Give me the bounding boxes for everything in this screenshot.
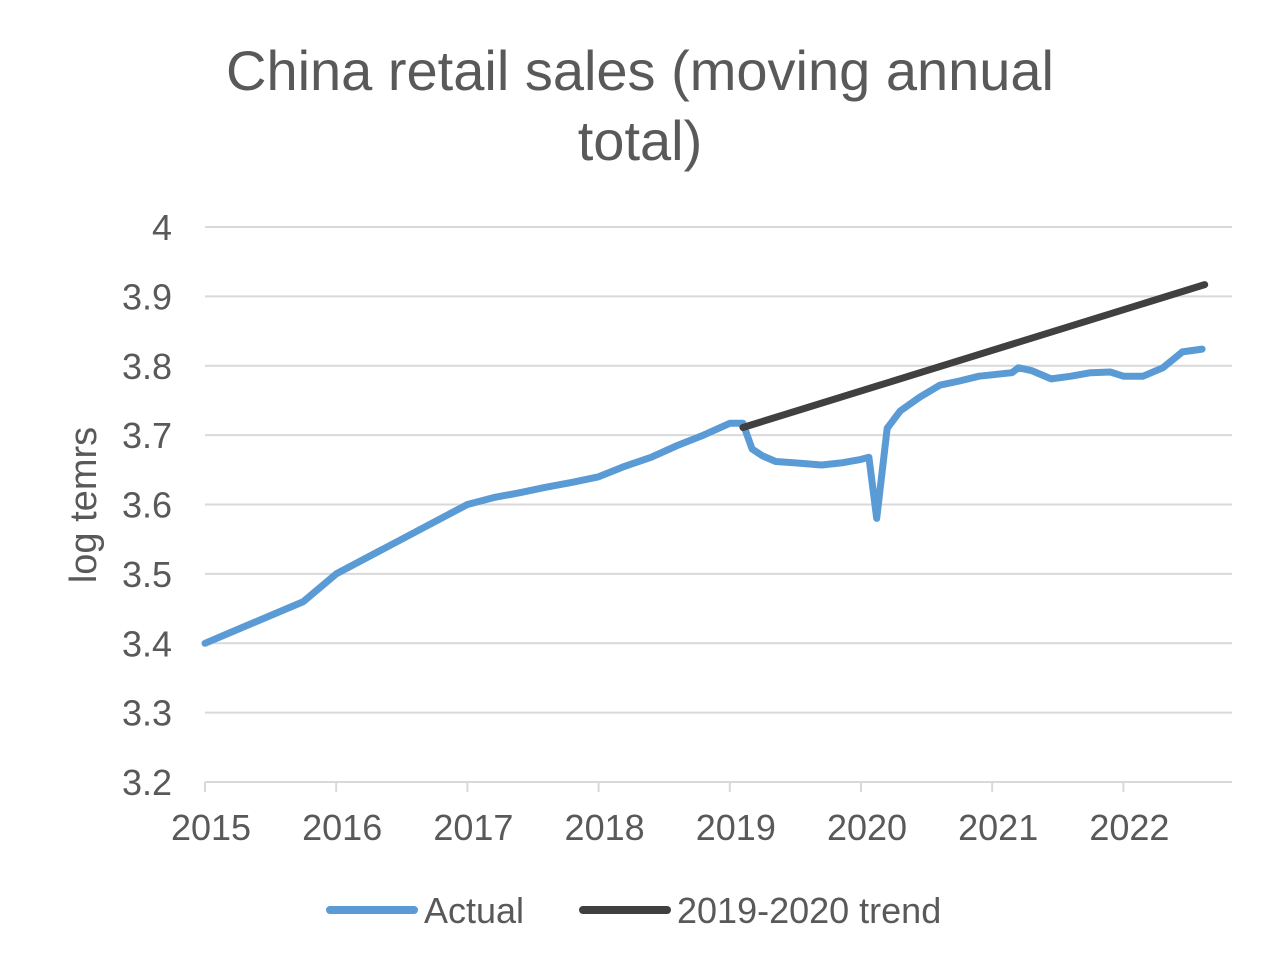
x-tick-label: 2018 (565, 807, 645, 848)
legend: Actual 2019-2020 trend (326, 890, 941, 931)
y-tick-label: 3.8 (122, 346, 172, 387)
y-axis-label: log temrs (63, 427, 105, 583)
x-tick-labels: 2015 2016 2017 2018 2019 2020 2021 2022 (171, 807, 1169, 848)
x-tick-label: 2015 (171, 807, 251, 848)
y-tick-label: 3.5 (122, 554, 172, 595)
y-tick-label: 3.4 (122, 623, 172, 664)
chart-title-line-2: total) (578, 109, 703, 172)
y-tick-labels: 3.2 3.3 3.4 3.5 3.6 3.7 3.8 3.9 4 (122, 207, 172, 803)
y-tick-label: 3.9 (122, 276, 172, 317)
series-line-actual (201, 345, 1206, 647)
legend-label-trend: 2019-2020 trend (677, 890, 941, 931)
y-tick-label: 3.3 (122, 693, 172, 734)
series-lines (201, 281, 1209, 647)
y-tick-label: 3.7 (122, 415, 172, 456)
y-tick-label: 4 (152, 207, 172, 248)
chart-title-line-1: China retail sales (moving annual (226, 39, 1054, 102)
x-tick-label: 2019 (696, 807, 776, 848)
x-tick-label: 2016 (302, 807, 382, 848)
x-tick-label: 2022 (1089, 807, 1169, 848)
gridlines (204, 226, 1232, 792)
x-tick-label: 2017 (433, 807, 513, 848)
legend-label-actual: Actual (424, 890, 524, 931)
x-tick-label: 2021 (958, 807, 1038, 848)
x-tick-label: 2020 (827, 807, 907, 848)
y-tick-label: 3.6 (122, 485, 172, 526)
y-tick-label: 3.2 (122, 762, 172, 803)
series-line-trend (739, 281, 1209, 431)
